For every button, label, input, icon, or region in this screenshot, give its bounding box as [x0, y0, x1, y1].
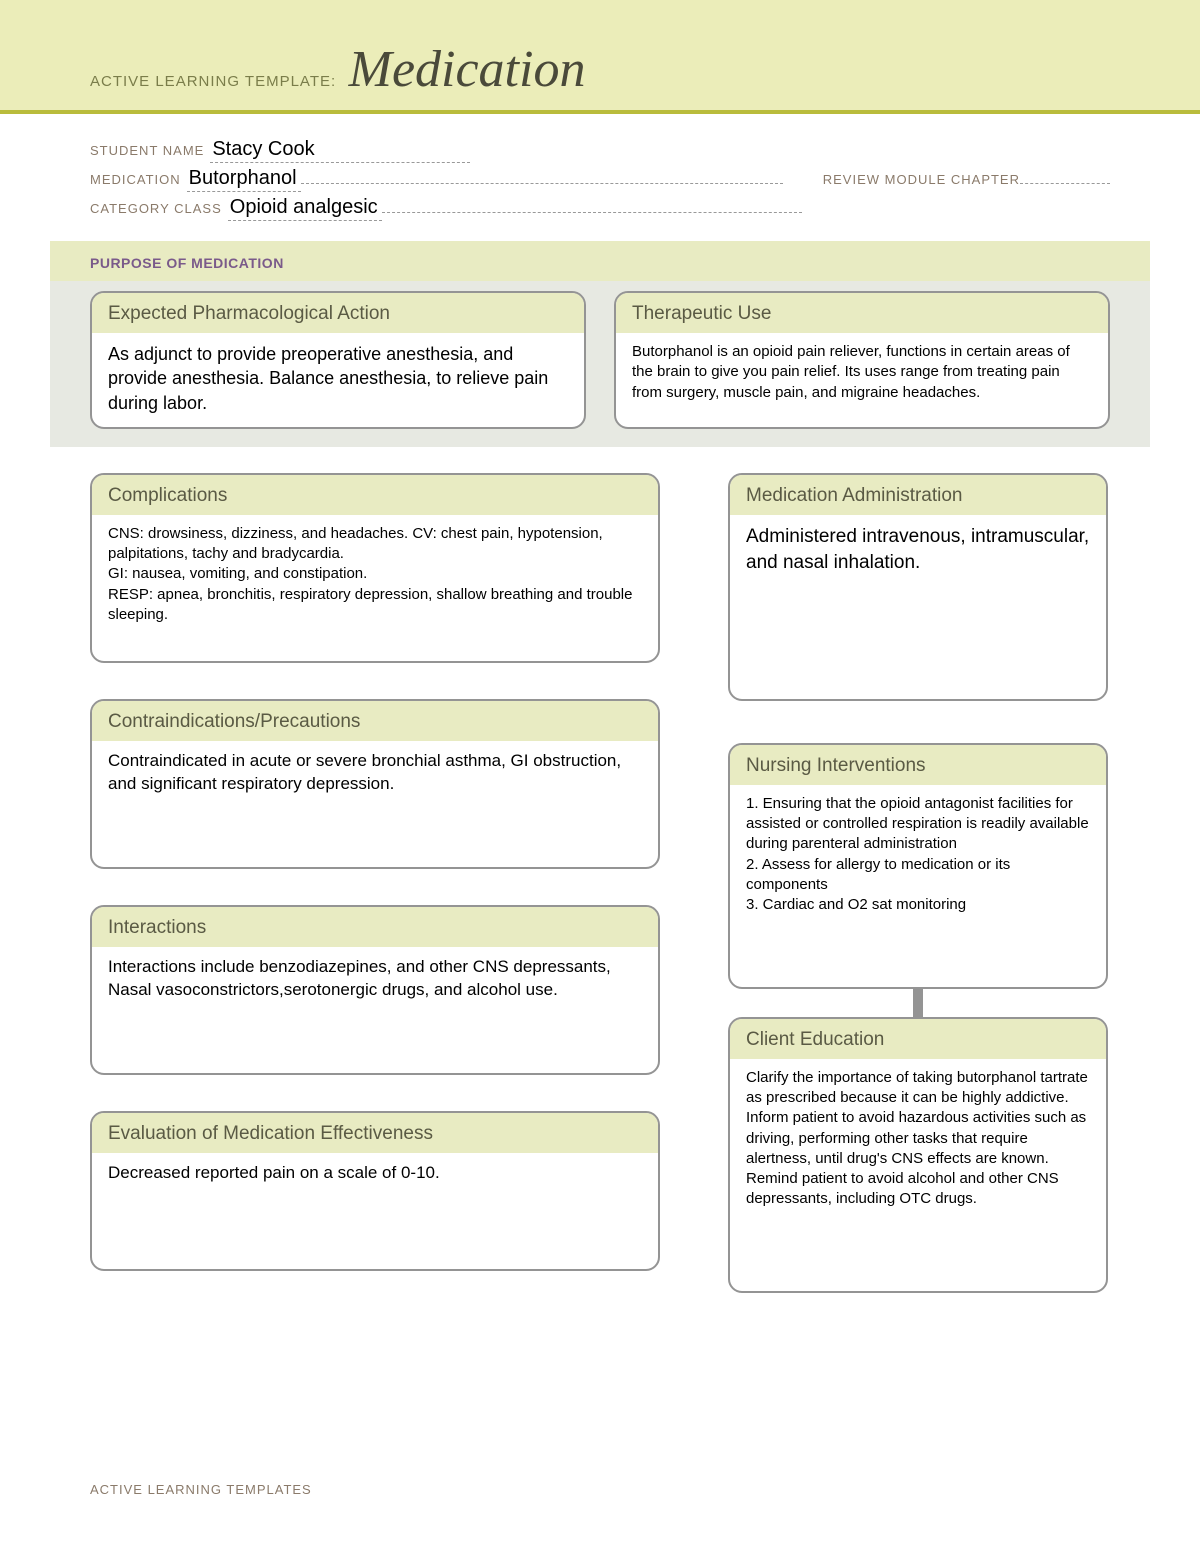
- nursing-title: Nursing Interventions: [730, 745, 1106, 786]
- purpose-section: PURPOSE OF MEDICATION Expected Pharmacol…: [50, 241, 1150, 447]
- evaluation-body: Decreased reported pain on a scale of 0-…: [92, 1154, 658, 1269]
- right-column: Medication Administration Administered i…: [728, 473, 1108, 1293]
- evaluation-title: Evaluation of Medication Effectiveness: [92, 1113, 658, 1154]
- interactions-body: Interactions include benzodiazepines, an…: [92, 948, 658, 1073]
- category-label: CATEGORY CLASS: [90, 201, 222, 216]
- header-band: ACTIVE LEARNING TEMPLATE: Medication: [0, 0, 1200, 114]
- admin-title: Medication Administration: [730, 475, 1106, 516]
- form-area: STUDENT NAME Stacy Cook MEDICATION Butor…: [0, 114, 1200, 221]
- pharm-action-title: Expected Pharmacological Action: [92, 293, 584, 334]
- purpose-label: PURPOSE OF MEDICATION: [50, 241, 1150, 281]
- nursing-box: Nursing Interventions 1. Ensuring that t…: [728, 743, 1108, 989]
- interactions-title: Interactions: [92, 907, 658, 948]
- nursing-body: 1. Ensuring that the opioid antagonist f…: [730, 786, 1106, 987]
- pharm-action-box: Expected Pharmacological Action As adjun…: [90, 291, 586, 429]
- review-line: [1020, 170, 1110, 184]
- admin-box: Medication Administration Administered i…: [728, 473, 1108, 701]
- admin-body: Administered intravenous, intramuscular,…: [730, 516, 1106, 699]
- footer-text: ACTIVE LEARNING TEMPLATES: [90, 1482, 312, 1497]
- header-title: Medication: [349, 40, 586, 99]
- complications-body: CNS: drowsiness, dizziness, and headache…: [92, 516, 658, 661]
- medication-label: MEDICATION: [90, 172, 181, 187]
- student-name-row: STUDENT NAME Stacy Cook: [90, 138, 1110, 163]
- contra-title: Contraindications/Precautions: [92, 701, 658, 742]
- student-name-value: Stacy Cook: [210, 138, 470, 163]
- client-ed-body: Clarify the importance of taking butorph…: [730, 1060, 1106, 1291]
- therapeutic-box: Therapeutic Use Butorphanol is an opioid…: [614, 291, 1110, 429]
- main-grid: Complications CNS: drowsiness, dizziness…: [0, 447, 1200, 1293]
- connector-line: [913, 989, 923, 1017]
- complications-title: Complications: [92, 475, 658, 516]
- complications-box: Complications CNS: drowsiness, dizziness…: [90, 473, 660, 663]
- category-value: Opioid analgesic: [228, 196, 382, 221]
- spacer: [728, 701, 1108, 743]
- contra-box: Contraindications/Precautions Contraindi…: [90, 699, 660, 869]
- contra-body: Contraindicated in acute or severe bronc…: [92, 742, 658, 867]
- client-ed-title: Client Education: [730, 1019, 1106, 1060]
- review-label: REVIEW MODULE CHAPTER: [823, 172, 1020, 187]
- student-name-label: STUDENT NAME: [90, 143, 204, 158]
- client-ed-box: Client Education Clarify the importance …: [728, 1017, 1108, 1293]
- category-line: [382, 199, 802, 213]
- pharm-action-body: As adjunct to provide preoperative anest…: [92, 334, 584, 427]
- medication-line: [301, 170, 783, 184]
- left-column: Complications CNS: drowsiness, dizziness…: [90, 473, 660, 1293]
- medication-row: MEDICATION Butorphanol REVIEW MODULE CHA…: [90, 167, 1110, 192]
- interactions-box: Interactions Interactions include benzod…: [90, 905, 660, 1075]
- evaluation-box: Evaluation of Medication Effectiveness D…: [90, 1111, 660, 1271]
- therapeutic-body: Butorphanol is an opioid pain reliever, …: [616, 334, 1108, 427]
- header-prefix: ACTIVE LEARNING TEMPLATE:: [90, 73, 336, 90]
- medication-value: Butorphanol: [187, 167, 301, 192]
- category-row: CATEGORY CLASS Opioid analgesic: [90, 196, 1110, 221]
- therapeutic-title: Therapeutic Use: [616, 293, 1108, 334]
